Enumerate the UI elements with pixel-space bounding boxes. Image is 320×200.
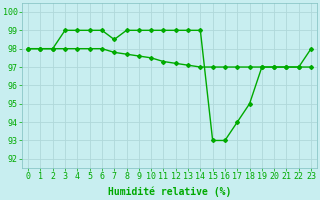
X-axis label: Humidité relative (%): Humidité relative (%) [108,187,231,197]
